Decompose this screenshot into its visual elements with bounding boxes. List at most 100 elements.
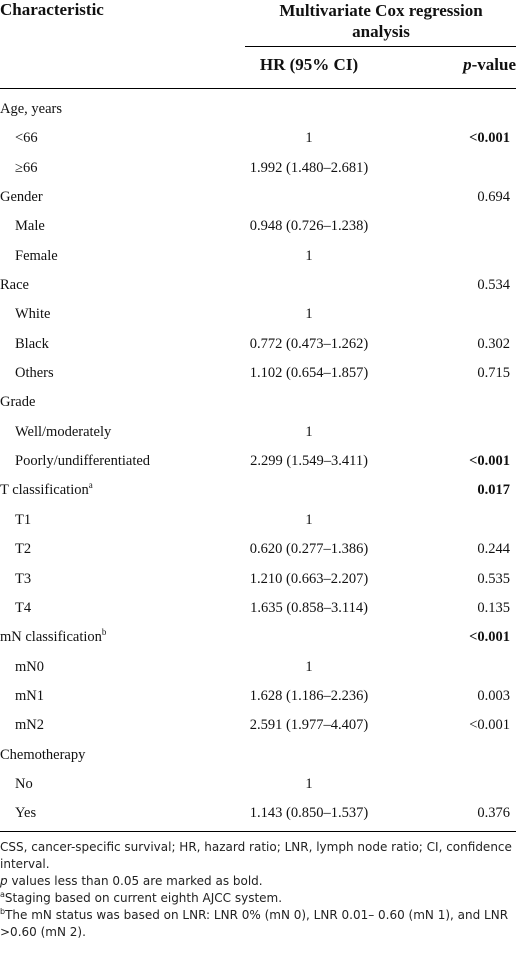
table-row: Poorly/undifferentiated 2.299 (1.549–3.41… xyxy=(0,447,516,476)
row-label-text: No xyxy=(15,775,33,792)
footnote-a-mark: a xyxy=(0,890,5,899)
row-label: White xyxy=(15,306,50,323)
row-label: Chemotherapy xyxy=(0,747,85,764)
table-row: Age, years xyxy=(0,95,516,124)
table-row: <66 1 <0.001 xyxy=(0,124,516,153)
table-row: Black 0.772 (0.473–1.262) 0.302 xyxy=(0,330,516,359)
row-label-text: Others xyxy=(15,365,54,382)
table-body: Age, years <66 1 <0.001 ≥66 1.992 (1.480–2.68… xyxy=(0,95,516,829)
row-label: Others xyxy=(15,365,54,382)
row-hr: 1.628 (1.186–2.236) xyxy=(249,687,369,704)
row-label: T3 xyxy=(15,571,31,588)
row-p-value: 0.003 xyxy=(477,687,510,704)
table-row: mN classificationb <0.001 xyxy=(0,623,516,652)
row-label: T4 xyxy=(15,600,31,617)
row-label-text: mN1 xyxy=(15,687,44,704)
row-hr: 0.772 (0.473–1.262) xyxy=(249,335,369,352)
row-label: mN1 xyxy=(15,688,44,705)
row-p-value: 0.017 xyxy=(477,482,510,499)
row-label-text: Poorly/undifferentiated xyxy=(15,453,151,470)
table-row: Well/moderately 1 xyxy=(0,418,516,447)
row-label-text: mN2 xyxy=(15,717,44,734)
row-label-text: Well/moderately xyxy=(15,423,112,440)
row-label-text: T3 xyxy=(15,570,32,587)
footnote-b: bThe mN status was based on LNR: LNR 0% … xyxy=(0,907,516,941)
row-p-value: 0.376 xyxy=(477,805,510,822)
footnote-b-mark: b xyxy=(0,907,6,916)
row-label-text: Grade xyxy=(0,394,36,411)
row-label: T1 xyxy=(15,512,31,529)
header-multivariate-line2: analysis xyxy=(352,22,410,41)
table-row: Yes 1.143 (0.850–1.537) 0.376 xyxy=(0,799,516,828)
footnote-a: aStaging based on current eighth AJCC sy… xyxy=(0,890,516,907)
row-label-text: ≥66 xyxy=(15,159,38,176)
table-row: mN1 1.628 (1.186–2.236) 0.003 xyxy=(0,682,516,711)
table-row: T2 0.620 (0.277–1.386) 0.244 xyxy=(0,535,516,564)
row-label-text: Female xyxy=(15,247,58,264)
row-label: T2 xyxy=(15,541,31,558)
row-p-value: 0.694 xyxy=(477,189,510,206)
row-label: No xyxy=(15,776,33,793)
row-label-text: T1 xyxy=(15,511,32,528)
row-label-text: White xyxy=(15,306,51,323)
row-p-value: 0.715 xyxy=(477,365,510,382)
header-p-rest: -value xyxy=(471,55,516,74)
row-label-text: T2 xyxy=(15,541,32,558)
row-hr: 1 xyxy=(305,247,313,264)
table-row: Others 1.102 (0.654–1.857) 0.715 xyxy=(0,359,516,388)
footnote-bold-rest: values less than 0.05 are marked as bold… xyxy=(7,874,263,888)
row-footnote-mark: a xyxy=(88,480,93,491)
table-row: Race 0.534 xyxy=(0,271,516,300)
table-row: ≥66 1.992 (1.480–2.681) xyxy=(0,154,516,183)
row-hr: 1 xyxy=(305,658,313,675)
row-label-text: T classification xyxy=(0,482,89,499)
row-p-value: 0.535 xyxy=(477,570,510,587)
row-hr: 1.102 (0.654–1.857) xyxy=(249,365,369,382)
footnote-abbreviations: CSS, cancer-specific survival; HR, hazar… xyxy=(0,840,512,871)
row-label-text: Age, years xyxy=(0,101,63,117)
row-label: T classificationa xyxy=(0,480,93,499)
row-hr: 0.948 (0.726–1.238) xyxy=(249,218,369,235)
row-label: mN2 xyxy=(15,717,44,734)
row-p-value: 0.244 xyxy=(477,541,510,558)
table-row: Gender 0.694 xyxy=(0,183,516,212)
header-sub-rule xyxy=(245,46,516,47)
row-label: Yes xyxy=(15,805,36,822)
row-label: Black xyxy=(15,336,49,353)
table-row: T1 1 xyxy=(0,506,516,535)
row-label: Well/moderately xyxy=(15,424,111,441)
table-row: Female 1 xyxy=(0,242,516,271)
table-bottom-rule xyxy=(0,831,516,832)
footnote-a-text: Staging based on current eighth AJCC sys… xyxy=(4,891,283,905)
header-hr: HR (95% CI) xyxy=(259,55,359,74)
table-row: No 1 xyxy=(0,770,516,799)
table-row: Male 0.948 (0.726–1.238) xyxy=(0,212,516,241)
table-row: Grade xyxy=(0,388,516,417)
row-label: mN0 xyxy=(15,659,44,676)
row-label: Race xyxy=(0,277,29,294)
row-hr: 1 xyxy=(305,130,313,147)
table-row: mN0 1 xyxy=(0,653,516,682)
table-row: T3 1.210 (0.663–2.207) 0.535 xyxy=(0,565,516,594)
row-hr: 1 xyxy=(305,306,313,323)
row-label-text: <66 xyxy=(15,130,38,147)
table-row: T classificationa 0.017 xyxy=(0,476,516,505)
row-p-value: 0.135 xyxy=(477,599,510,616)
row-label-text: mN0 xyxy=(15,658,44,675)
row-label: mN classificationb xyxy=(0,628,106,646)
row-p-value: <0.001 xyxy=(469,453,510,470)
row-hr: 1.210 (0.663–2.207) xyxy=(249,570,369,587)
table-row: T4 1.635 (0.858–3.114) 0.135 xyxy=(0,594,516,623)
row-label: Poorly/undifferentiated xyxy=(15,453,150,470)
header-p-value: p-value xyxy=(463,55,516,75)
row-hr: 1 xyxy=(305,775,313,792)
footnote-b-text: The mN status was based on LNR: LNR 0% (… xyxy=(0,908,509,939)
table-row: Chemotherapy xyxy=(0,741,516,770)
row-p-value: <0.001 xyxy=(469,717,510,734)
row-label-text: Chemotherapy xyxy=(0,746,86,763)
row-p-value: 0.302 xyxy=(477,335,510,352)
table-row: White 1 xyxy=(0,300,516,329)
row-hr: 0.620 (0.277–1.386) xyxy=(249,541,369,558)
row-label-text: Black xyxy=(15,335,49,352)
row-p-value: <0.001 xyxy=(469,130,510,147)
